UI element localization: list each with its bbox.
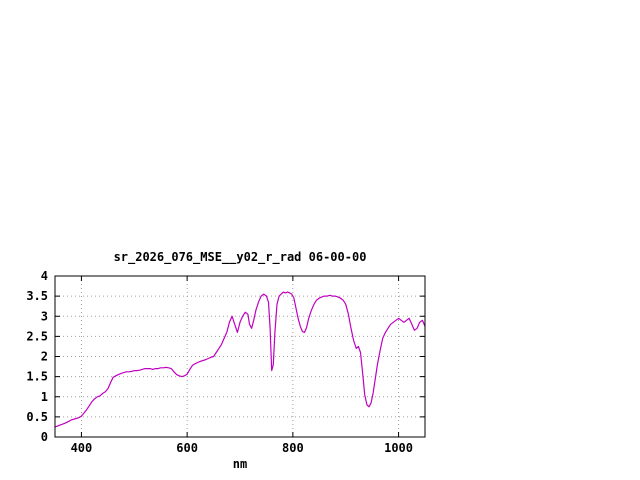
x-tick-label: 600 [176, 441, 198, 455]
x-axis-label: nm [233, 457, 247, 471]
y-tick-label: 4 [41, 269, 48, 283]
x-tick-label: 1000 [384, 441, 413, 455]
y-tick-label: 3 [41, 309, 48, 323]
plot-border [54, 275, 426, 438]
y-tick-label: 0.5 [26, 410, 48, 424]
y-tick-label: 2.5 [26, 329, 48, 343]
data-line [54, 291, 426, 428]
chart-title: sr_2026_076_MSE__y02_r_rad 06-00-00 [114, 250, 367, 265]
label-layer: 400 600 800 1000 0 0.5 1 1.5 2 2.5 3 3.5 4 [26, 269, 413, 455]
series-layer [54, 291, 426, 428]
x-tick-label: 800 [282, 441, 304, 455]
y-tick-label: 0 [41, 430, 48, 444]
y-tick-label: 3.5 [26, 289, 48, 303]
y-tick-label: 1 [41, 390, 48, 404]
y-tick-label: 1.5 [26, 370, 48, 384]
x-tick-label: 400 [71, 441, 93, 455]
y-tick-label: 2 [41, 350, 48, 364]
